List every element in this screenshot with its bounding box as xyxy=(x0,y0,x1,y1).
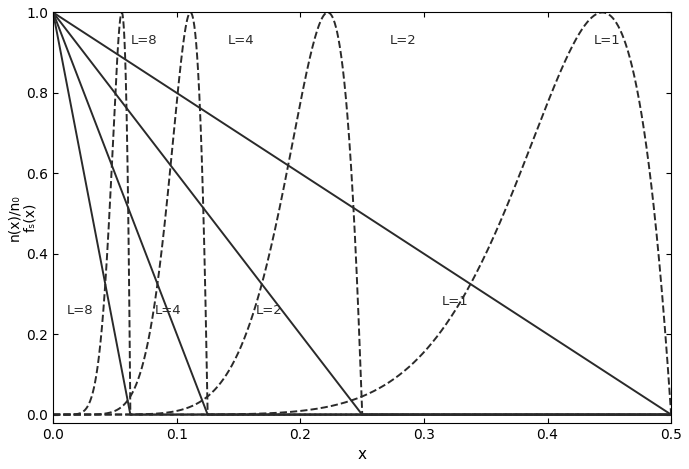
Text: L=1: L=1 xyxy=(442,295,469,309)
Text: L=1: L=1 xyxy=(593,34,620,47)
Text: L=8: L=8 xyxy=(131,34,158,47)
Text: L=8: L=8 xyxy=(67,303,94,317)
Y-axis label: n(x)/n₀
fₛ(x): n(x)/n₀ fₛ(x) xyxy=(7,194,37,241)
Text: L=4: L=4 xyxy=(155,303,181,317)
Text: L=4: L=4 xyxy=(227,34,254,47)
Text: L=2: L=2 xyxy=(256,303,282,317)
Text: L=2: L=2 xyxy=(389,34,416,47)
X-axis label: x: x xyxy=(358,447,367,462)
